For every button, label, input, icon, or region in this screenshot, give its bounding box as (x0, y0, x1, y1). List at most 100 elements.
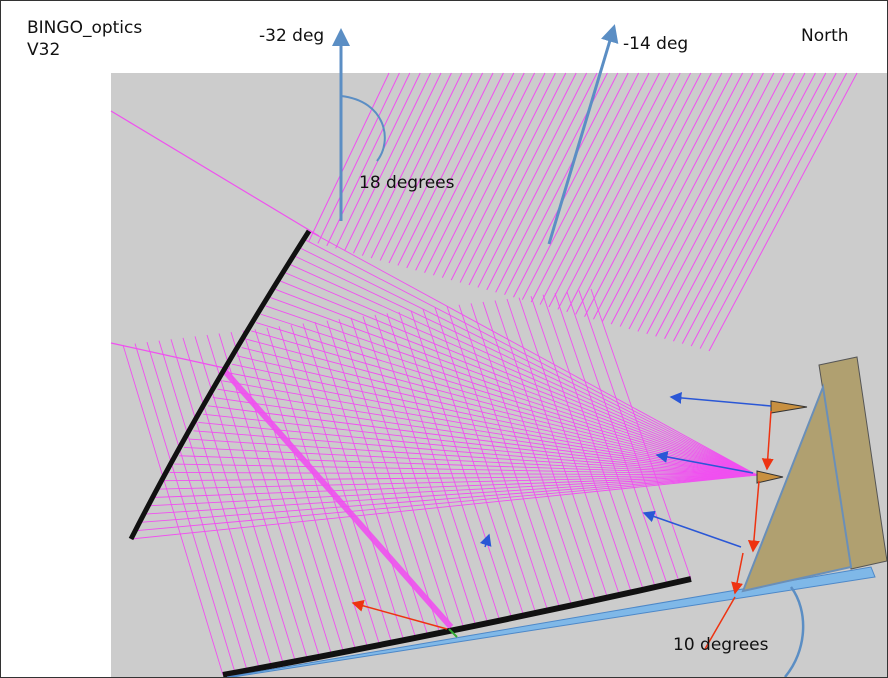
converging-ray (150, 474, 758, 507)
incoming-ray-mid-left (110, 342, 230, 370)
converging-ray (241, 347, 758, 476)
incoming-ray (575, 72, 702, 315)
central-ray-band (220, 367, 454, 629)
feed-horn-upper (770, 400, 808, 414)
incoming-ray-top-left (110, 110, 320, 237)
incoming-ray (664, 72, 806, 340)
converging-ray (265, 305, 758, 476)
reflected-ray (254, 329, 356, 649)
incoming-ray (370, 72, 463, 259)
blue-arrow-upper (669, 391, 772, 407)
incoming-ray (681, 72, 827, 344)
incoming-ray (584, 72, 712, 318)
converging-ray (164, 474, 758, 482)
label-north: North (801, 26, 849, 46)
incoming-ray (424, 72, 525, 274)
pointing-arrow-minus-14 (547, 24, 619, 245)
converging-ray (135, 474, 758, 532)
incoming-ray (601, 72, 733, 322)
label-10-degrees: 10 degrees (673, 635, 769, 655)
reflected-ray (242, 330, 344, 651)
incoming-ray (628, 72, 764, 330)
reflected-ray (350, 317, 452, 629)
reflected-ray (122, 344, 224, 676)
converging-ray (179, 455, 758, 476)
title-line-2: V32 (27, 40, 61, 60)
converging-ray (270, 297, 758, 476)
converging-ray (198, 422, 758, 476)
feed-horn-lower (756, 470, 784, 484)
incoming-ray (432, 72, 536, 276)
horn-support-front (741, 383, 853, 593)
incoming-ray (308, 72, 390, 242)
incoming-ray (655, 72, 796, 337)
incoming-ray (317, 72, 400, 244)
green-marker (448, 628, 458, 638)
incoming-ray (699, 72, 848, 349)
reflected-ray (494, 300, 596, 599)
converging-ray (203, 413, 758, 476)
converging-ray (183, 446, 758, 476)
reflected-ray (206, 334, 308, 658)
incoming-ray (441, 72, 546, 278)
incoming-ray (690, 72, 837, 347)
diagram-title: BINGO_optics V32 (27, 17, 142, 61)
incoming-ray (637, 72, 775, 332)
title-line-1: BINGO_optics (27, 18, 143, 38)
converging-ray (260, 313, 758, 476)
incoming-ray (388, 72, 484, 264)
incoming-ray (477, 72, 588, 288)
label-minus-14-deg: -14 deg (623, 34, 688, 54)
converging-ray (236, 355, 758, 476)
converging-ray (279, 280, 758, 476)
reflected-ray (158, 340, 260, 668)
incoming-ray (512, 72, 629, 298)
converging-ray (145, 474, 758, 515)
converging-ray (299, 247, 758, 476)
converging-ray-fan (130, 230, 758, 540)
incoming-ray (539, 72, 660, 305)
incoming-ray (557, 72, 681, 310)
converging-ray (308, 230, 758, 476)
incoming-ray (548, 72, 671, 308)
converging-ray (303, 238, 758, 476)
incoming-ray (530, 72, 650, 303)
converging-ray (246, 338, 758, 476)
reflected-ray (542, 294, 644, 589)
base-platform (226, 566, 876, 677)
incoming-ray (593, 72, 723, 320)
angle-arc-18-degrees (340, 95, 386, 162)
red-arrow-base (704, 596, 736, 650)
converging-ray (188, 438, 758, 476)
blue-arrow-small (479, 533, 492, 548)
angle-arc-10-degrees (784, 586, 805, 677)
incoming-ray (415, 72, 515, 271)
reflected-ray (182, 337, 284, 663)
secondary-mirror (222, 576, 692, 677)
converging-ray (275, 288, 758, 476)
reflected-ray (290, 324, 392, 641)
reflected-ray (302, 323, 404, 639)
incoming-ray (521, 72, 640, 300)
incoming-ray (352, 72, 442, 254)
converging-ray (140, 474, 758, 523)
converging-ray (207, 405, 758, 476)
red-arrow-lower (731, 552, 744, 595)
incoming-ray (646, 72, 785, 335)
converging-ray (174, 463, 758, 476)
label-minus-32-deg: -32 deg (259, 26, 324, 46)
incoming-ray (459, 72, 567, 283)
incoming-ray (566, 72, 692, 313)
reflected-ray (338, 319, 440, 631)
converging-ray (159, 474, 758, 490)
red-arrow-middle (747, 480, 760, 553)
reflected-ray (482, 301, 584, 602)
reflected-ray (386, 313, 488, 621)
incoming-ray (379, 72, 473, 261)
reflected-ray (590, 288, 692, 580)
incoming-ray (619, 72, 754, 327)
reflected-ray (506, 298, 608, 597)
converging-ray (294, 255, 758, 476)
